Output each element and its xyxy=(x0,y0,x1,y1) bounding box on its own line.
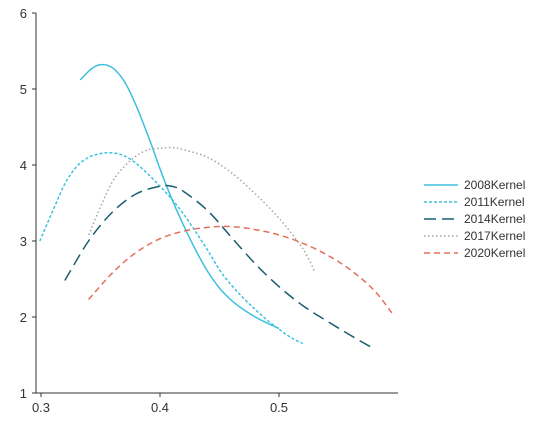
x-tick-label: 0.5 xyxy=(270,400,288,415)
legend-label: 2014Kernel xyxy=(464,212,525,226)
legend: 2008Kernel 2011Kernel 2014Kernel 2017Kernel… xyxy=(424,178,525,260)
y-tick-label: 3 xyxy=(20,234,27,249)
axes xyxy=(35,13,398,394)
y-tick-label: 6 xyxy=(20,6,27,21)
legend-label: 2008Kernel xyxy=(464,178,525,192)
y-tick-label: 2 xyxy=(20,310,27,325)
series-line-2008kernel xyxy=(79,63,280,330)
y-tick-label: 5 xyxy=(20,82,27,97)
series-group xyxy=(39,63,393,350)
series-line-2020kernel xyxy=(88,225,393,314)
legend-label: 2020Kernel xyxy=(464,246,525,260)
legend-label: 2017Kernel xyxy=(464,229,525,243)
legend-label: 2011Kernel xyxy=(464,195,525,209)
series-line-2011kernel xyxy=(39,151,304,345)
y-tick-label: 1 xyxy=(20,386,27,401)
tick-group: 1 2 3 4 5 6 0.3 0.4 0.5 xyxy=(20,6,288,415)
y-tick-label: 4 xyxy=(20,158,27,173)
x-tick-label: 0.4 xyxy=(151,400,169,415)
series-line-2017kernel xyxy=(87,146,316,272)
x-tick-label: 0.3 xyxy=(32,400,50,415)
series-line-2014kernel xyxy=(64,184,375,350)
